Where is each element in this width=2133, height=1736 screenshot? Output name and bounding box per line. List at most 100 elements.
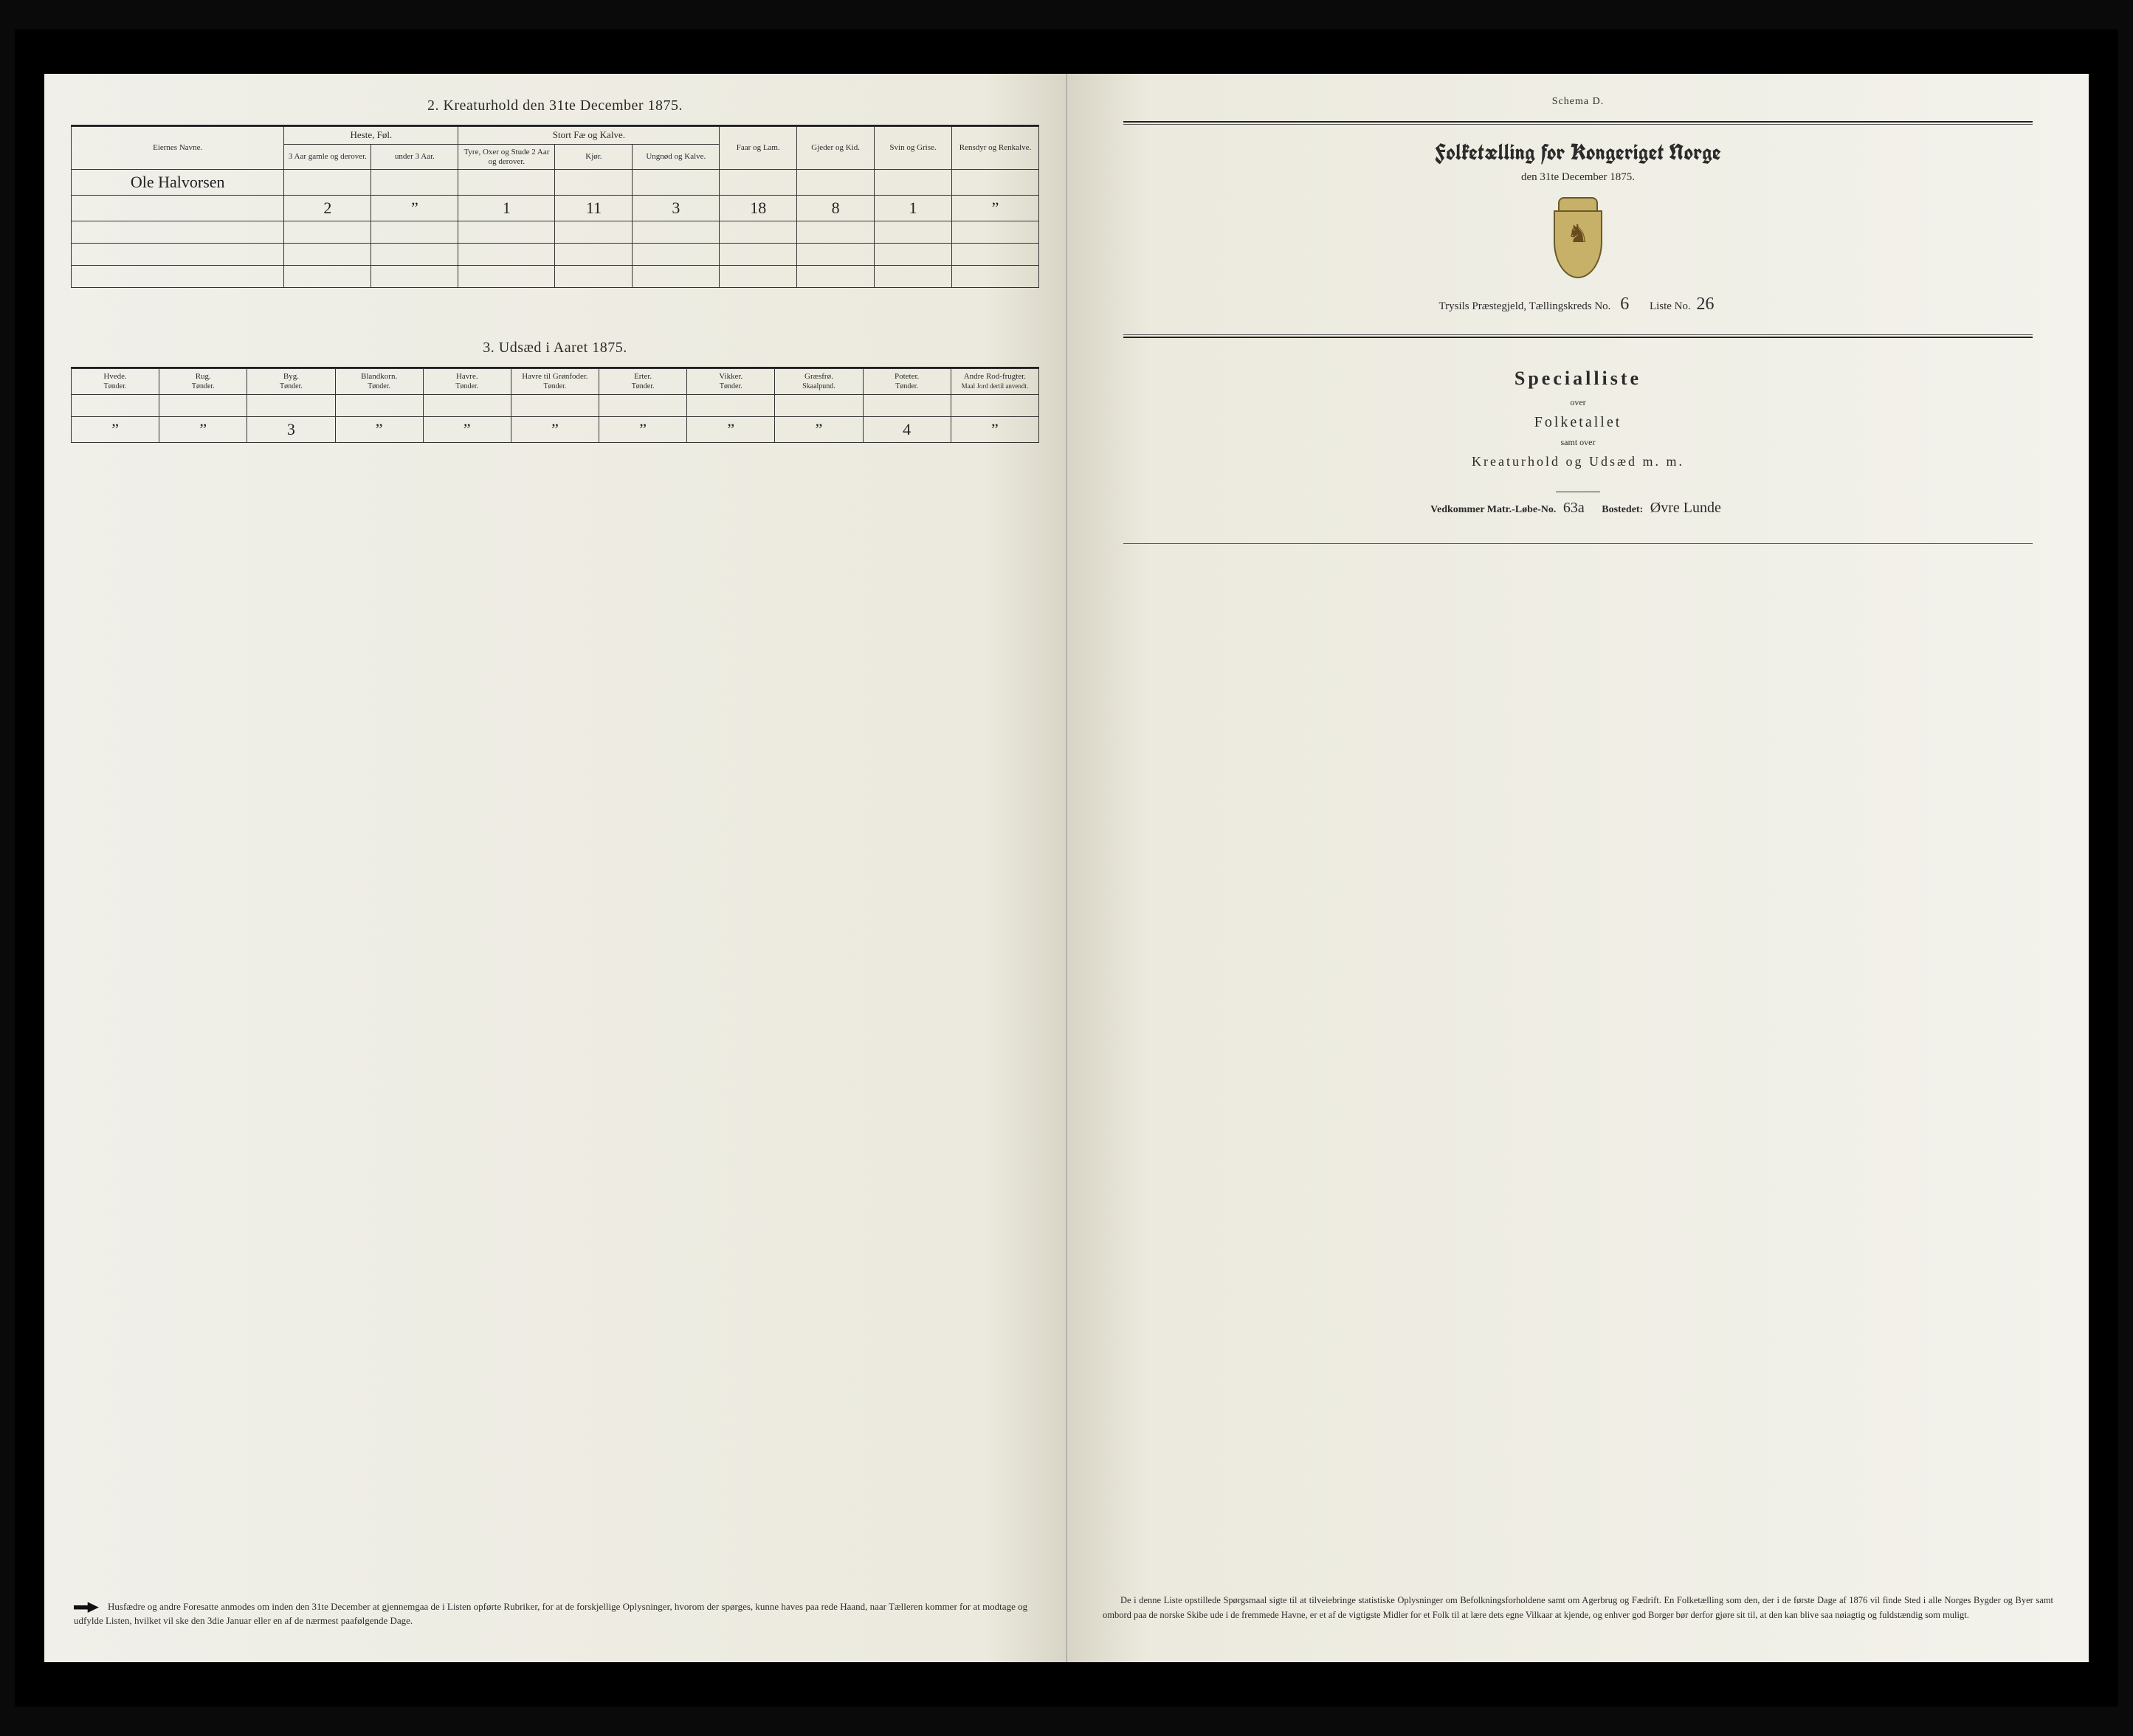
vedkommer-label1: Vedkommer Matr.-Løbe-No. (1430, 504, 1556, 515)
u-cell-2: 3 (287, 420, 295, 438)
specialliste-title: Specialliste (1094, 368, 2062, 390)
u-col-7: Vikker.Tønder. (687, 369, 775, 394)
kreatur-label: Kreaturhold og Udsæd m. m. (1094, 454, 2062, 469)
owner-name-row: Ole Halvorsen (72, 170, 1039, 196)
right-divider (1123, 543, 2033, 544)
u-h-0: Hvede. (103, 372, 126, 381)
vedkommer-line: Vedkommer Matr.-Løbe-No. 63a Bostedet: Ø… (1094, 500, 2062, 517)
k-cell-8: ” (992, 199, 999, 217)
u-cell-3: ” (376, 420, 383, 438)
u-col-0: Hvede.Tønder. (72, 369, 159, 394)
u-h-8: Græsfrø. (804, 372, 833, 381)
right-footnote: De i denne Liste opstillede Spørgsmaal s… (1103, 1594, 2053, 1622)
u-col-1: Rug.Tønder. (159, 369, 247, 394)
u-col-2: Byg.Tønder. (247, 369, 335, 394)
u-cell-4: ” (464, 420, 471, 438)
faar-col: Faar og Lam. (720, 127, 797, 170)
u-u-7: Tønder. (720, 382, 742, 390)
u-h-1: Rug. (196, 372, 211, 381)
u-h-7: Vikker. (719, 372, 742, 381)
title-rule-top-thin (1123, 124, 2033, 125)
crown-icon (1558, 197, 1598, 212)
u-u-4: Tønder. (455, 382, 478, 390)
stort-col-0: Tyre, Oxer og Stude 2 Aar og derover. (458, 144, 555, 169)
u-u-0: Tønder. (104, 382, 127, 390)
title-rule-bottom-thin (1123, 334, 2033, 335)
u-h-5: Havre til Grønfoder. (522, 372, 588, 381)
lion-icon: ♞ (1567, 222, 1589, 247)
u-blank-1 (72, 394, 1039, 416)
folketallet-label: Folketallet (1094, 414, 2062, 431)
u-cell-7: ” (727, 420, 734, 438)
section3: 3. Udsæd i Aaret 1875. Hvede.Tønder. Rug… (71, 340, 1039, 442)
owner-name: Ole Halvorsen (131, 173, 225, 191)
u-h-10: Andre Rod-frugter. (964, 372, 1026, 381)
u-u-8: Skaalpund. (802, 382, 835, 390)
u-h-6: Erter. (634, 372, 652, 381)
kreds-prefix: Trysils Præstegjeld, Tællingskreds No. (1438, 300, 1610, 312)
u-u-2: Tønder. (280, 382, 303, 390)
u-u-3: Tønder. (368, 382, 390, 390)
stort-col-1: Kjør. (555, 144, 633, 169)
stort-group: Stort Fæ og Kalve. (458, 127, 720, 145)
kreaturhold-data-row: 2 ” 1 11 3 18 8 1 ” (72, 196, 1039, 221)
right-page: Schema D. Folketælling for Kongeriget No… (1067, 74, 2089, 1662)
schema-label: Schema D. (1094, 96, 2062, 108)
k-blank-1 (72, 221, 1039, 244)
svin-col: Svin og Grise. (875, 127, 952, 170)
udsaed-table: Hvede.Tønder. Rug.Tønder. Byg.Tønder. Bl… (71, 368, 1039, 442)
k-cell-0: 2 (323, 199, 331, 217)
scan-frame: 2. Kreaturhold den 31te December 1875. E… (15, 30, 2118, 1706)
section2-title: 2. Kreaturhold den 31te December 1875. (71, 97, 1039, 114)
heste-group: Heste, Føl. (284, 127, 458, 145)
k-cell-6: 8 (832, 199, 840, 217)
title-rule-top (1123, 121, 2033, 123)
kreaturhold-head: Eiernes Navne. Heste, Føl. Stort Fæ og K… (72, 127, 1039, 170)
liste-label: Liste No. (1650, 300, 1691, 312)
kreds-line: Trysils Præstegjeld, Tællingskreds No. 6… (1094, 294, 2062, 315)
kreaturhold-body: Ole Halvorsen 2 ” 1 11 3 18 8 1 ” (72, 170, 1039, 288)
u-cell-1: ” (199, 420, 207, 438)
heste-col-0: 3 Aar gamle og derover. (284, 144, 371, 169)
ren-col: Rensdyr og Renkalve. (951, 127, 1038, 170)
over-label: over (1094, 397, 2062, 408)
k-cell-3: 11 (586, 199, 602, 217)
u-h-4: Havre. (456, 372, 478, 381)
u-cell-0: ” (111, 420, 119, 438)
k-cell-7: 1 (909, 199, 917, 217)
u-h-2: Byg. (283, 372, 299, 381)
census-date: den 31te December 1875. (1094, 171, 2062, 184)
title-rule-bottom-wrap (1123, 334, 2033, 338)
k-cell-4: 3 (672, 199, 680, 217)
udsaed-data-row: ” ” 3 ” ” ” ” ” ” 4 ” (72, 416, 1039, 442)
u-cell-5: ” (551, 420, 559, 438)
udsaed-head: Hvede.Tønder. Rug.Tønder. Byg.Tønder. Bl… (72, 369, 1039, 394)
section3-title: 3. Udsæd i Aaret 1875. (71, 340, 1039, 356)
coat-of-arms-icon: ♞ (1545, 197, 1611, 278)
left-footnote: Husfædre og andre Foresatte anmodes om i… (74, 1601, 1027, 1626)
vedkommer-label2: Bostedet: (1602, 504, 1643, 515)
k-cell-1: ” (411, 199, 418, 217)
u-h-9: Poteter. (895, 372, 919, 381)
gjeder-col: Gjeder og Kid. (797, 127, 875, 170)
u-col-8: Græsfrø.Skaalpund. (775, 369, 863, 394)
k-blank-2 (72, 244, 1039, 266)
owner-header: Eiernes Navne. (72, 127, 284, 170)
kreaturhold-table: Eiernes Navne. Heste, Føl. Stort Fæ og K… (71, 126, 1039, 288)
matr-number: 63a (1559, 500, 1589, 516)
u-u-6: Tønder. (632, 382, 655, 390)
liste-number: 26 (1694, 294, 1717, 315)
udsaed-body: ” ” 3 ” ” ” ” ” ” 4 ” (72, 394, 1039, 442)
u-col-9: Poteter.Tønder. (863, 369, 951, 394)
bosted-name: Øvre Lunde (1646, 500, 1726, 516)
k-cell-5: 18 (750, 199, 766, 217)
u-col-4: Havre.Tønder. (423, 369, 511, 394)
two-page-spread: 2. Kreaturhold den 31te December 1875. E… (44, 74, 2089, 1662)
u-u-5: Tønder. (544, 382, 567, 390)
k-cell-2: 1 (503, 199, 511, 217)
u-u-9: Tønder. (895, 382, 918, 390)
heste-col-1: under 3 Aar. (371, 144, 458, 169)
k-blank-3 (72, 266, 1039, 288)
title-rule-bottom (1123, 337, 2033, 338)
u-u-1: Tønder. (192, 382, 215, 390)
